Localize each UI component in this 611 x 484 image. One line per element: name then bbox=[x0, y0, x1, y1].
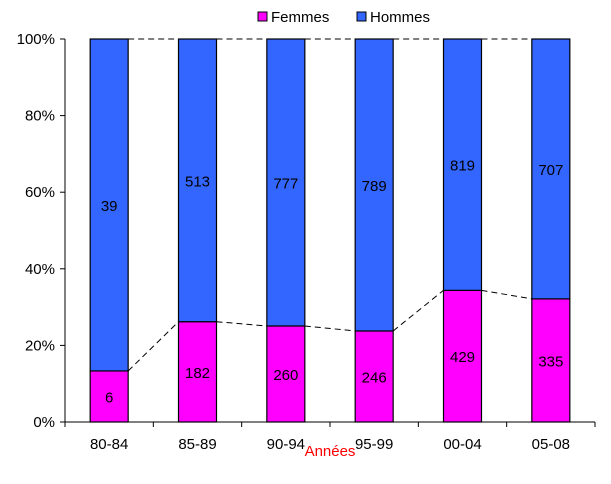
y-tick-label: 20% bbox=[25, 337, 55, 354]
bar-femmes bbox=[177, 321, 218, 423]
bar-hommes bbox=[177, 38, 218, 323]
data-label-femmes: 6 bbox=[105, 389, 113, 406]
x-tick-label: 95-99 bbox=[355, 436, 393, 453]
legend: Femmes Hommes bbox=[257, 9, 430, 26]
x-axis-title: Années bbox=[305, 443, 356, 460]
series-connector-lines bbox=[127, 38, 532, 372]
data-label-hommes: 789 bbox=[362, 178, 387, 195]
bar-femmes bbox=[531, 298, 571, 423]
data-label-femmes: 260 bbox=[273, 367, 298, 384]
y-tick-label: 60% bbox=[25, 184, 55, 201]
bar-femmes bbox=[442, 289, 483, 423]
data-labels: 6 39 182 513 260 777 246 789 429 819 335 707 bbox=[101, 158, 564, 407]
x-axis: 80-84 85-89 90-94 95-99 00-04 05-08 bbox=[64, 421, 596, 453]
legend-label: Hommes bbox=[370, 9, 430, 26]
y-tick-label: 0% bbox=[33, 414, 55, 431]
x-tick-label: 85-89 bbox=[178, 436, 216, 453]
bar-hommes bbox=[89, 38, 129, 372]
bar-femmes bbox=[266, 325, 306, 423]
data-label-hommes: 819 bbox=[450, 158, 475, 175]
x-tick-label: 90-94 bbox=[267, 436, 305, 453]
x-tick-label: 00-04 bbox=[443, 436, 481, 453]
data-label-hommes: 777 bbox=[273, 175, 298, 192]
legend-label: Femmes bbox=[271, 9, 329, 26]
legend-swatch bbox=[257, 11, 268, 22]
bar-hommes bbox=[266, 38, 306, 327]
connector-line-femmes bbox=[216, 321, 267, 327]
legend-swatch bbox=[356, 11, 367, 22]
x-tick-label: 80-84 bbox=[90, 436, 128, 453]
data-label-hommes: 39 bbox=[101, 198, 118, 215]
data-label-femmes: 335 bbox=[538, 353, 563, 370]
bar-hommes bbox=[531, 38, 571, 300]
y-axis: 0% 20% 40% 60% 80% 100% bbox=[17, 31, 66, 431]
data-label-femmes: 429 bbox=[450, 349, 475, 366]
bar-hommes bbox=[442, 38, 483, 291]
data-label-hommes: 513 bbox=[185, 173, 210, 190]
bars bbox=[89, 38, 571, 423]
connector-line-femmes bbox=[127, 321, 179, 372]
data-label-hommes: 707 bbox=[538, 162, 563, 179]
y-tick-label: 40% bbox=[25, 261, 55, 278]
bar-hommes bbox=[354, 38, 394, 332]
connector-line-femmes bbox=[392, 289, 444, 332]
x-tick-label: 05-08 bbox=[532, 436, 570, 453]
data-label-femmes: 182 bbox=[185, 365, 210, 382]
connector-line-femmes bbox=[304, 325, 356, 332]
bar-femmes bbox=[354, 330, 394, 423]
connector-line-femmes bbox=[481, 289, 532, 300]
y-tick-label: 100% bbox=[17, 31, 55, 48]
data-label-femmes: 246 bbox=[362, 369, 387, 386]
y-tick-label: 80% bbox=[25, 108, 55, 125]
